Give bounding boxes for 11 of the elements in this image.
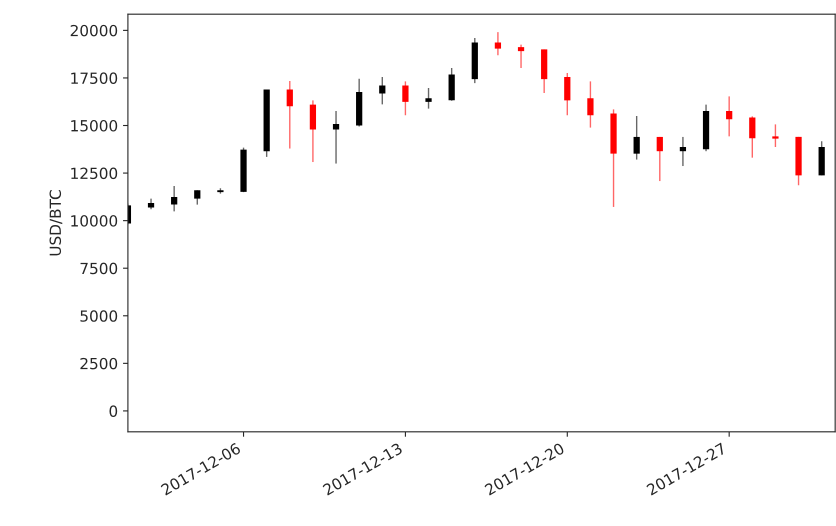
y-tick-label: 5000 — [80, 310, 118, 322]
y-tick-label: 0 — [109, 405, 118, 417]
y-tick-label: 2500 — [80, 358, 118, 370]
y-tick-label: 17500 — [71, 72, 118, 84]
y-tick-label: 12500 — [71, 168, 118, 180]
candlestick — [217, 188, 224, 194]
y-tick-label: 15000 — [71, 120, 118, 132]
y-tick-label: 7500 — [80, 262, 118, 274]
y-axis-title: USD/BTC — [50, 190, 62, 256]
y-tick-label: 10000 — [71, 215, 118, 227]
y-tick-label: 20000 — [70, 24, 118, 36]
